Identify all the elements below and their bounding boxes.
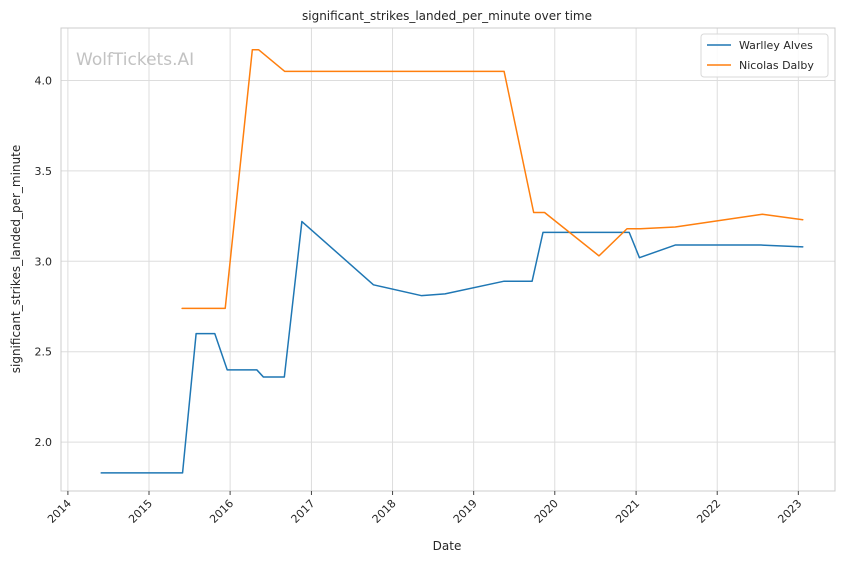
y-tick-label: 2.0 — [35, 436, 53, 449]
legend-label-nicolas-dalby: Nicolas Dalby — [739, 59, 814, 72]
y-axis-label: significant_strikes_landed_per_minute — [9, 145, 23, 374]
legend-box — [700, 33, 829, 78]
plot-frame — [60, 27, 836, 492]
legend: Warlley Alves Nicolas Dalby — [700, 33, 829, 78]
legend-items: Warlley Alves Nicolas Dalby — [707, 39, 814, 72]
chart-title: significant_strikes_landed_per_minute ov… — [302, 9, 592, 23]
series-line-nicolas-dalby — [181, 48, 804, 310]
y-tick-label: 2.5 — [35, 346, 53, 359]
legend-label-warlley-alves: Warlley Alves — [739, 39, 813, 52]
y-tick-label: 3.0 — [35, 255, 53, 268]
grid-lines — [61, 28, 835, 491]
watermark: WolfTickets.AI — [76, 50, 194, 70]
series-lines — [100, 48, 804, 474]
y-tick-label: 4.0 — [35, 74, 53, 87]
y-tick-label: 3.5 — [35, 165, 53, 178]
x-axis-label: Date — [433, 539, 462, 553]
series-line-warlley-alves — [100, 220, 804, 474]
